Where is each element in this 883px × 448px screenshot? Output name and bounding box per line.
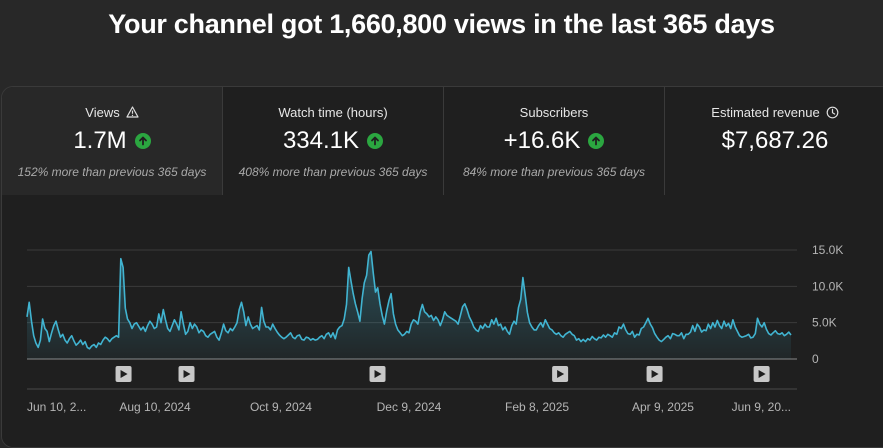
tab-views-delta: 152% more than previous 365 days [17, 165, 207, 179]
tab-subscribers[interactable]: Subscribers +16.6K 84% more than previou… [444, 87, 665, 195]
clock-icon [826, 106, 839, 118]
tab-watch-time-label: Watch time (hours) [278, 104, 388, 120]
analytics-card: Views 1.7M 152% more than previous 365 d… [1, 86, 883, 448]
tab-subscribers-label: Subscribers [519, 104, 589, 120]
tab-watch-time-delta: 408% more than previous 365 days [238, 165, 428, 179]
video-marker-play-icon[interactable] [753, 366, 770, 382]
tab-views[interactable]: Views 1.7M 152% more than previous 365 d… [2, 87, 223, 195]
video-marker-play-icon[interactable] [115, 366, 132, 382]
tab-watch-time[interactable]: Watch time (hours) 334.1K 408% more than… [223, 87, 444, 195]
arrow-up-icon [367, 133, 384, 149]
page-title: Your channel got 1,660,800 views in the … [108, 9, 775, 39]
y-tick-label: 5.0K [812, 316, 837, 330]
views-area [27, 251, 791, 359]
tab-views-value: 1.7M [73, 127, 127, 154]
video-marker-play-icon[interactable] [646, 366, 663, 382]
warning-icon [126, 106, 139, 118]
x-tick-label: Dec 9, 2024 [377, 400, 442, 414]
y-tick-label: 0 [812, 352, 819, 366]
y-tick-label: 10.0K [812, 279, 843, 293]
tab-revenue-value: $7,687.26 [721, 127, 829, 154]
views-series-line [26, 250, 792, 350]
tab-estimated-revenue[interactable]: Estimated revenue $7,687.26 [665, 87, 883, 195]
arrow-up-icon [588, 133, 605, 149]
x-tick-label: Apr 9, 2025 [632, 400, 694, 414]
tab-revenue-label: Estimated revenue [711, 104, 820, 120]
chart-panel: 15.0K 10.0K 5.0K 0 Jun 10, 2... Aug 10, 2024 O… [2, 195, 883, 447]
x-tick-label: Jun 9, 20... [732, 400, 791, 414]
video-marker-play-icon[interactable] [178, 366, 195, 382]
metric-tabs: Views 1.7M 152% more than previous 365 d… [2, 87, 883, 195]
tab-subscribers-delta: 84% more than previous 365 days [462, 165, 646, 179]
x-tick-label: Feb 8, 2025 [505, 400, 569, 414]
x-tick-label: Jun 10, 2... [27, 400, 86, 414]
x-tick-label: Aug 10, 2024 [119, 400, 191, 414]
arrow-up-icon [134, 133, 151, 149]
x-tick-label: Oct 9, 2024 [250, 400, 312, 414]
tab-watch-time-value: 334.1K [282, 127, 360, 154]
tab-subscribers-value: +16.6K [503, 127, 581, 154]
views-chart: 15.0K 10.0K 5.0K 0 Jun 10, 2... Aug 10, 2024 O… [26, 243, 843, 414]
video-marker-play-icon[interactable] [369, 366, 386, 382]
video-marker-play-icon[interactable] [552, 366, 569, 382]
y-tick-label: 15.0K [812, 243, 843, 257]
tab-views-label: Views [85, 104, 120, 120]
